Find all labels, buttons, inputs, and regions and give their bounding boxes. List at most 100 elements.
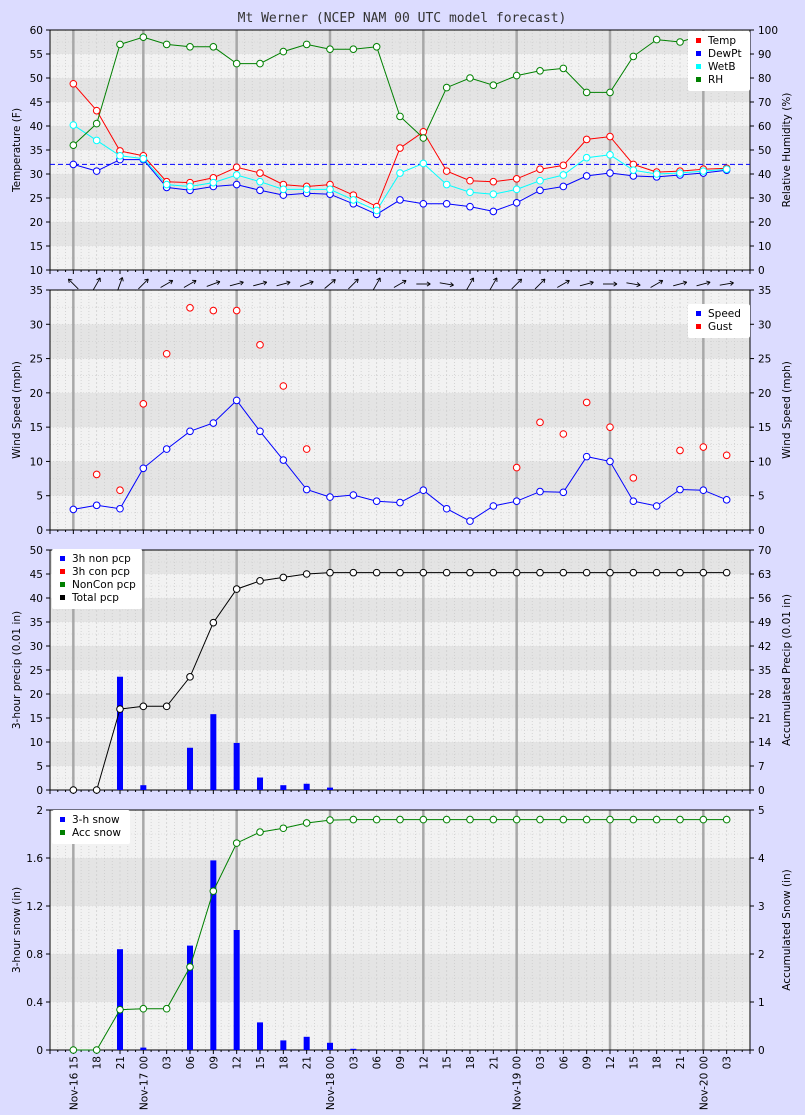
temp-point	[419, 127, 428, 136]
dewpt-point	[536, 186, 544, 195]
rh-point	[489, 81, 498, 89]
total-precip-point	[69, 786, 78, 794]
y-tick-label: 25	[30, 354, 43, 366]
temp-point	[256, 169, 264, 177]
acc-snow-point	[722, 815, 731, 824]
y2-tick-label: 21	[758, 713, 771, 725]
acc-snow-point	[442, 815, 451, 824]
legend-swatch	[60, 830, 65, 835]
x-tick-label: 21	[115, 1056, 127, 1069]
y2-tick-label: 70	[758, 97, 771, 109]
x-tick-label: 12	[418, 1056, 430, 1069]
total-precip-point	[349, 568, 358, 577]
temp-point	[606, 132, 614, 141]
y-tick-label: 30	[30, 169, 43, 181]
y-tick-label: 35	[30, 617, 43, 629]
speed-point	[186, 427, 194, 436]
gust-point	[256, 341, 264, 349]
wind-arrow-shaft	[183, 280, 197, 288]
wind-arrow-head	[118, 277, 124, 282]
snow-3h-bar	[350, 1048, 357, 1050]
wetb-point	[92, 136, 101, 145]
legend-box	[688, 31, 750, 91]
total-precip-point	[536, 568, 544, 577]
y2-tick-label: 90	[758, 49, 771, 61]
wetb-point	[466, 188, 474, 197]
rh-point	[419, 134, 428, 142]
rh-point	[676, 38, 684, 46]
acc-snow-point	[302, 819, 311, 827]
wetb-point	[722, 165, 731, 173]
wind-arrow-shaft	[68, 278, 79, 290]
y2-tick-label: 1	[758, 997, 765, 1009]
acc-snow-point	[186, 963, 194, 971]
wetb-point	[209, 178, 218, 187]
x-tick-label: 09	[208, 1056, 220, 1069]
wind-direction-arrow	[393, 279, 407, 288]
wind-arrow-head	[729, 280, 734, 286]
wind-arrow-head	[613, 281, 618, 287]
wind-arrow-head	[354, 278, 359, 284]
total-precip-point	[466, 568, 474, 577]
y-tick-label: 35	[30, 285, 43, 297]
x-tick-label: Nov-19 00	[512, 1056, 524, 1110]
speed-point	[676, 485, 684, 494]
y-tick-label: 0	[36, 1045, 43, 1057]
legend-swatch	[696, 77, 701, 82]
wind-arrow-head	[493, 277, 498, 282]
acc-snow-point	[489, 815, 498, 824]
speed-point	[536, 487, 544, 496]
wetb-point	[279, 185, 288, 194]
temp-point	[512, 175, 521, 183]
wind-arrow-shaft	[372, 277, 381, 291]
wind-arrow-head	[262, 280, 268, 286]
x-tick-label: 15	[255, 1056, 267, 1069]
wind-direction-arrow	[626, 282, 641, 288]
acc-snow-point	[69, 1046, 78, 1054]
total-precip-point	[256, 577, 264, 585]
acc-snow-point	[559, 815, 568, 824]
legend-swatch	[60, 582, 65, 587]
speed-point	[629, 497, 638, 506]
non-conv-precip-bar	[280, 785, 287, 790]
dewpt-point	[512, 199, 521, 207]
wetb-point	[186, 182, 194, 191]
x-tick-label: 15	[442, 1056, 454, 1069]
wind-direction-arrow	[603, 281, 618, 287]
gust-point	[116, 486, 124, 495]
wind-arrow-head	[636, 282, 641, 288]
wetb-point	[256, 177, 264, 186]
wetb-point	[139, 154, 148, 163]
total-precip-point	[559, 568, 568, 577]
temp-point	[466, 176, 474, 185]
total-precip-point	[489, 568, 498, 577]
total-precip-point	[162, 702, 171, 711]
legend-label: 3h non pcp	[72, 553, 131, 565]
snow-3h-bar	[280, 1040, 287, 1050]
wetb-point	[489, 190, 498, 198]
wind-arrow-head	[402, 279, 407, 285]
y-tick-label: 5	[36, 491, 43, 503]
wind-arrow-head	[565, 279, 570, 285]
legend-label: Temp	[707, 35, 736, 47]
wind-arrow-shaft	[324, 279, 336, 289]
rh-point	[69, 141, 78, 149]
y-tick-label: 0	[36, 785, 43, 797]
speed-point	[302, 485, 311, 494]
panel-1: 10 15 20 25 30 35 40 45 50 55 60 0 10 20 30 40 50 60 70 80 9…	[11, 25, 793, 277]
temp-point	[232, 163, 241, 172]
x-tick-label: 12	[605, 1056, 617, 1069]
speed-point	[559, 488, 568, 497]
wind-direction-arrow	[489, 277, 498, 291]
speed-point	[606, 457, 614, 466]
rh-point	[302, 40, 311, 49]
dewpt-point	[69, 160, 78, 169]
wind-arrow-shaft	[673, 281, 687, 287]
y-axis-label: Wind Speed (mph)	[11, 361, 23, 459]
x-tick-label: 09	[582, 1056, 594, 1069]
gust-point	[606, 423, 614, 431]
y2-tick-label: 28	[758, 689, 771, 701]
y2-tick-label: 35	[758, 285, 771, 297]
wind-arrow-shaft	[439, 282, 454, 286]
speed-point	[279, 456, 288, 464]
